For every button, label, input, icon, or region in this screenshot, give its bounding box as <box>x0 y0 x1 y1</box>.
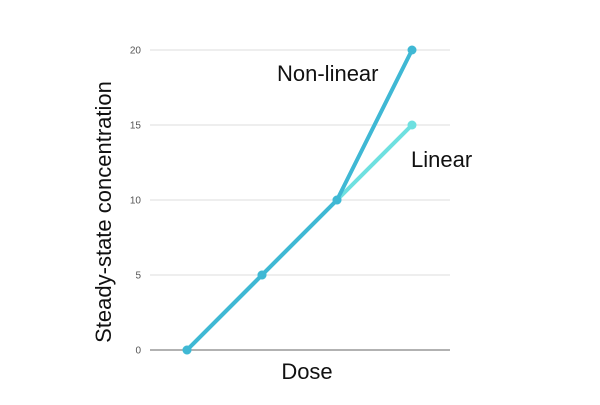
series-line-nonlinear <box>185 48 414 352</box>
annotations: Non-linear Linear <box>277 61 472 172</box>
annotation-linear: Linear <box>411 147 472 172</box>
y-tick-label: 20 <box>130 46 142 57</box>
data-point-nonlinear <box>332 195 342 205</box>
y-tick-label: 5 <box>135 271 141 282</box>
y-tick-label: 0 <box>135 346 141 357</box>
y-tick-label: 15 <box>130 121 142 132</box>
series-layer <box>182 45 417 355</box>
data-point-linear <box>407 120 417 130</box>
data-point-nonlinear <box>257 270 267 280</box>
annotation-nonlinear: Non-linear <box>277 61 379 86</box>
y-tick-label: 10 <box>130 196 142 207</box>
y-tick-labels: 0 5 10 15 20 <box>130 46 142 357</box>
data-point-nonlinear <box>182 345 192 355</box>
grid <box>150 49 450 351</box>
x-axis-title: Dose <box>281 359 332 384</box>
y-axis-title: Steady-state concentration <box>91 81 116 343</box>
data-point-nonlinear <box>407 45 417 55</box>
